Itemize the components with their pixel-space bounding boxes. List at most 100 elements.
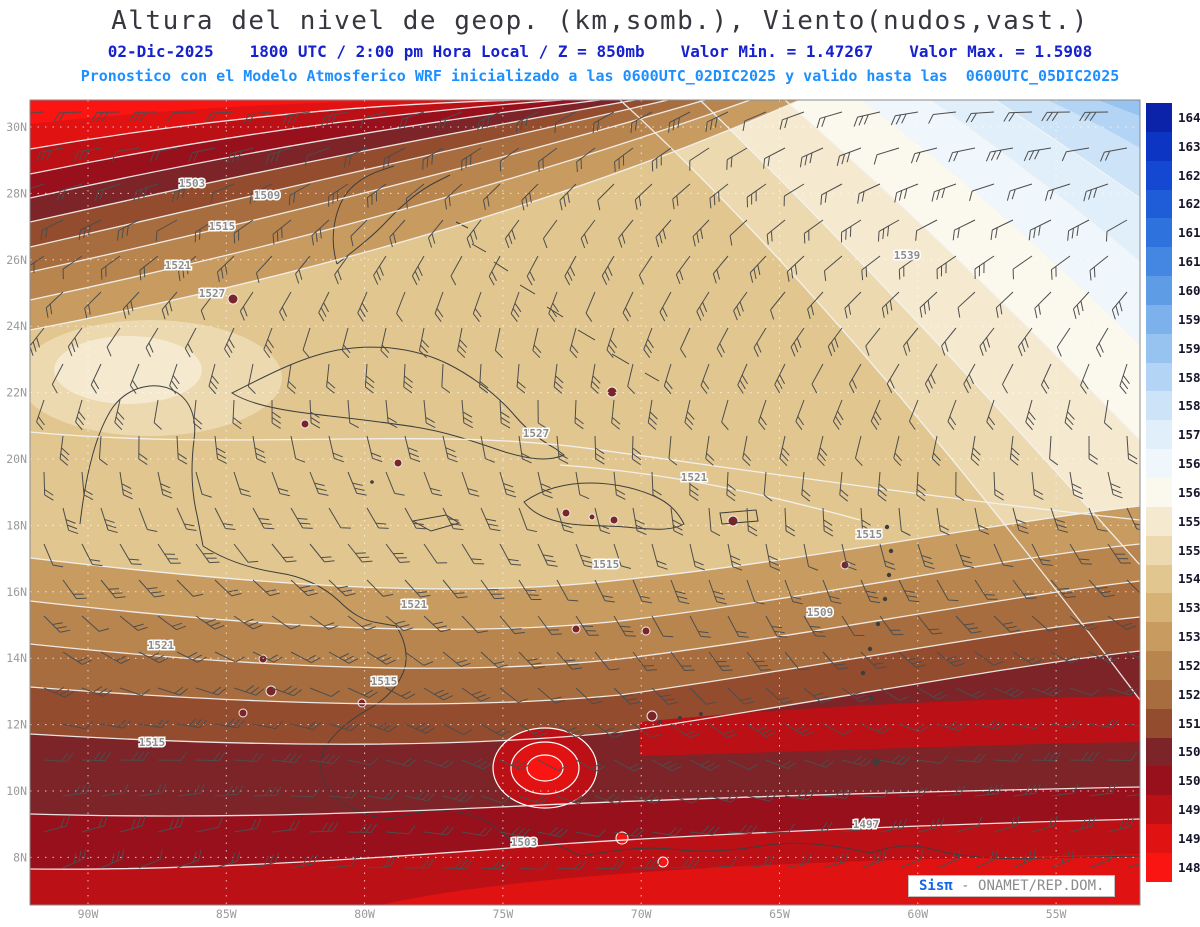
colorbar-swatch <box>1146 795 1172 825</box>
wind-barb <box>239 291 254 321</box>
wind-barb <box>81 543 103 567</box>
wind-barb <box>138 783 167 797</box>
wind-barb <box>879 543 896 570</box>
colorbar-swatch <box>1146 852 1172 882</box>
wind-barb <box>461 687 491 702</box>
wind-barb <box>746 579 765 605</box>
wind-barb <box>405 183 425 209</box>
wind-barb <box>1003 111 1033 122</box>
wind-barb <box>670 858 700 869</box>
wind-barb <box>252 651 283 663</box>
wind-barb <box>979 327 995 356</box>
wind-barb <box>974 719 1006 731</box>
wind-barb <box>62 651 92 665</box>
wind-barb <box>898 651 926 668</box>
wind-barb <box>461 543 485 565</box>
coast-central-south-america <box>79 385 1140 860</box>
colorbar-swatch <box>1146 824 1172 853</box>
wind-barb <box>1111 291 1128 320</box>
wind-barb <box>385 543 410 563</box>
contour-label: 1521 <box>165 259 192 272</box>
wind-barb <box>556 507 574 534</box>
wind-barb <box>594 435 605 465</box>
wind-barb <box>499 615 525 635</box>
wind-barb <box>334 255 349 285</box>
coast-florida <box>332 165 451 265</box>
wind-barb <box>765 543 780 571</box>
wind-barb <box>1088 783 1117 797</box>
wind-barb <box>974 579 998 600</box>
wind-barb <box>894 183 919 203</box>
wind-barb <box>1107 543 1131 564</box>
wind-barb <box>461 615 488 634</box>
colorbar-value: 1569 <box>1178 456 1200 472</box>
lat-tick-label: 8N <box>13 850 27 864</box>
wind-barb <box>708 651 733 672</box>
wind-barb <box>746 855 775 869</box>
wind-barb <box>366 435 383 463</box>
wind-barb <box>1028 219 1052 241</box>
wind-barb <box>727 759 758 771</box>
wind-barb <box>733 291 748 321</box>
wind-barb <box>1107 686 1139 696</box>
wind-barb <box>81 815 108 833</box>
wind-barb <box>518 723 548 738</box>
wind-barb <box>1095 327 1109 358</box>
wind-barb <box>779 435 790 467</box>
wind-barb <box>233 685 265 696</box>
wind-barb <box>638 255 653 285</box>
wind-barb <box>1126 651 1140 663</box>
wind-barb <box>423 759 455 769</box>
wind-barb <box>499 826 530 837</box>
wind-barb <box>689 147 710 171</box>
contour-label: 1509 <box>254 189 281 202</box>
wind-barb <box>366 790 397 800</box>
contour-label: 1497 <box>853 818 880 831</box>
colorbar-level: 1629 <box>1146 160 1200 190</box>
wind-barb <box>765 615 788 638</box>
wind-barb <box>898 507 911 536</box>
wind-barb <box>916 471 926 502</box>
wind-barb <box>1034 291 1052 319</box>
wind-barb <box>149 147 178 162</box>
colorbar-swatch <box>1146 391 1172 421</box>
wind-barb <box>1031 685 1062 697</box>
wind-barb <box>1080 363 1090 394</box>
colorbar-swatch <box>1146 276 1172 305</box>
wind-barb <box>380 327 390 359</box>
wind-barb <box>100 255 121 280</box>
wind-barb <box>1041 111 1071 122</box>
wind-barb <box>91 111 121 122</box>
wind-barb <box>526 255 539 286</box>
wind-barb <box>632 507 647 536</box>
wind-barb <box>1103 399 1113 430</box>
wind-barb <box>1107 751 1138 761</box>
wind-barb <box>1107 615 1137 631</box>
wind-barb <box>214 651 245 663</box>
wind-barb <box>252 507 275 530</box>
wind-barb <box>176 507 197 531</box>
wind-barb <box>309 754 340 765</box>
wind-barb <box>167 111 197 122</box>
wind-barb <box>441 363 451 394</box>
wind-barb <box>1049 435 1059 466</box>
wind-barb <box>841 687 871 703</box>
wind-barb <box>326 363 336 394</box>
contour-label: 1515 <box>371 675 398 688</box>
wind-barb <box>53 111 83 122</box>
wind-barb <box>836 147 862 167</box>
contour-labels: 1503 1509 1515 1521 1527 1539 1527 1521 1515 1515… <box>137 176 922 851</box>
wind-barb <box>936 720 968 732</box>
wind-barb <box>233 818 262 833</box>
wind-barb <box>910 147 938 164</box>
wind-barb <box>480 507 501 532</box>
wind-barb <box>43 615 71 633</box>
wind-barb <box>157 816 185 833</box>
wind-barb <box>90 363 102 394</box>
wind-barb <box>43 471 54 501</box>
wind-barb <box>575 543 595 568</box>
wind-barb <box>643 327 654 358</box>
colorbar-swatch <box>1146 535 1172 565</box>
wind-barb <box>423 543 448 564</box>
